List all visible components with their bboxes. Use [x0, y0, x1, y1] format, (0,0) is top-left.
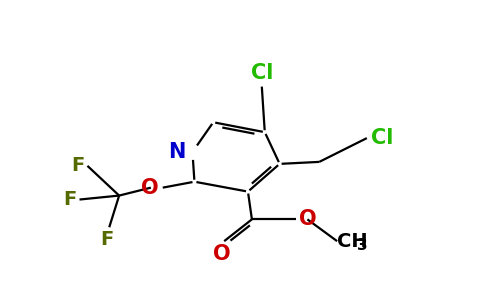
- Text: 3: 3: [357, 238, 367, 253]
- Text: O: O: [141, 178, 159, 198]
- Text: O: O: [213, 244, 231, 264]
- Text: F: F: [63, 190, 76, 209]
- Text: F: F: [71, 156, 85, 176]
- Text: F: F: [101, 230, 114, 249]
- Text: O: O: [300, 209, 317, 230]
- Text: N: N: [168, 142, 185, 162]
- Text: CH: CH: [337, 232, 368, 250]
- Text: Cl: Cl: [251, 63, 273, 82]
- Text: Cl: Cl: [371, 128, 393, 148]
